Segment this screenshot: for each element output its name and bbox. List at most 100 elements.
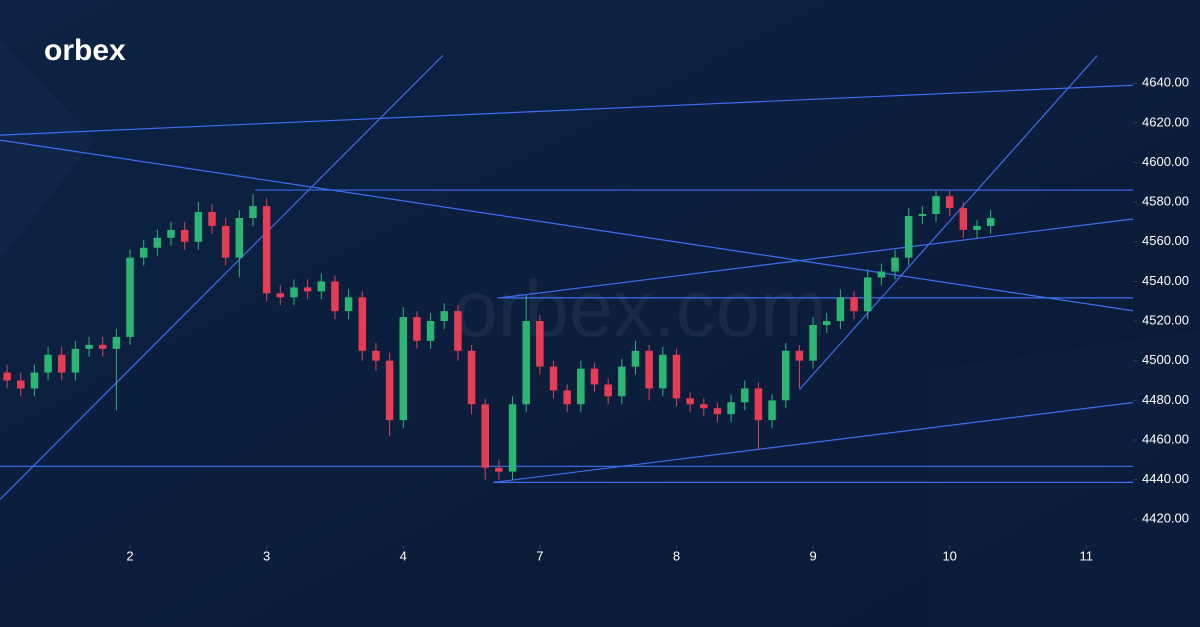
y-tick-label: 4420.00 [1142,511,1189,526]
candle-body [276,293,285,298]
candle-body [768,400,776,421]
candle-body [481,404,489,468]
candle-body [672,354,681,399]
candle-body [167,229,175,238]
candle-body [891,257,899,272]
trendline [500,218,1134,299]
y-tick-label: 4580.00 [1142,194,1189,209]
candle-body [604,384,612,397]
candle-body [850,297,858,312]
candle-body [631,350,640,367]
candle-body [221,225,230,258]
candle-body [577,368,585,405]
candle-body [986,218,995,226]
candle-body [945,196,954,209]
x-tick-label: 7 [536,548,543,563]
candle-body [372,350,380,361]
candle-body [727,402,735,415]
y-tick-label: 4560.00 [1142,233,1189,248]
y-tick-label: 4540.00 [1142,273,1189,288]
candle-body [918,214,927,217]
x-tick-label: 4 [400,548,407,563]
candle-body [536,321,544,367]
candle-body [741,388,749,403]
candle-body [836,297,845,322]
candle-body [522,321,530,405]
candle-body [754,388,763,421]
candle-body [413,317,421,341]
candle-body [194,212,203,242]
trendline [798,55,1098,391]
candle-body [399,317,408,421]
candle-body [959,208,968,230]
candles [3,190,995,480]
candle-body [495,467,503,472]
trendline [0,84,1134,136]
candle-body [358,297,367,351]
candle-body [426,321,435,341]
logo: orbex [44,34,126,67]
candle-body [139,247,148,258]
candle-body [822,321,831,326]
y-tick-label: 4520.00 [1142,312,1189,327]
candle-body [331,281,339,312]
y-tick-label: 4500.00 [1142,352,1189,367]
x-tick-label: 2 [126,548,133,563]
candle-body [645,350,653,389]
candle-body [795,350,804,361]
candle-body [686,398,694,405]
candle-body [262,206,271,294]
candle-body [44,354,52,373]
candle-body [153,237,162,248]
y-tick-label: 4640.00 [1142,75,1189,90]
candle-body [781,350,790,401]
candle-body [904,216,913,258]
candle-body [344,297,353,312]
candle-body [71,348,80,373]
candle-body [3,372,11,381]
candle-body [467,350,476,405]
candle-body [235,218,244,258]
candle-body [549,366,558,391]
x-tick-label: 9 [809,548,816,563]
y-tick-label: 4440.00 [1142,471,1189,486]
candle-body [563,390,571,405]
x-tick-label: 3 [263,548,270,563]
candle-body [454,311,462,351]
candle-body [932,196,940,215]
decor [930,330,1200,627]
candle-body [508,404,517,472]
candle-body [700,404,708,409]
candle-body [385,360,394,421]
trendline [493,401,1134,483]
candle-body [112,336,121,349]
candle-body [618,366,626,397]
candle-body [590,368,599,385]
trendline [0,55,444,500]
candle-body [863,277,872,312]
candle-body [85,344,93,349]
candle-body [877,271,886,278]
decor [0,40,95,260]
candle-body [57,354,66,373]
y-tick-label: 4480.00 [1142,392,1189,407]
watermark: orbex.com [453,264,826,353]
candle-body [98,344,107,349]
candle-body [17,380,25,389]
candle-body [440,311,448,322]
x-tick-label: 8 [673,548,680,563]
candle-body [317,281,326,292]
candle-body [30,372,39,389]
candle-body [713,408,722,415]
trendline [0,139,1134,312]
candle-body [126,257,134,337]
y-tick-label: 4600.00 [1142,154,1189,169]
candle-body [809,325,817,361]
candle-body [659,354,667,389]
candle-body [208,212,216,226]
y-tick-label: 4620.00 [1142,114,1189,129]
axes: 4420.00 4440.00 4460.00 4480.00 4500.00 4520.… [126,75,1189,564]
candle-body [249,206,257,218]
candle-body [303,287,312,292]
